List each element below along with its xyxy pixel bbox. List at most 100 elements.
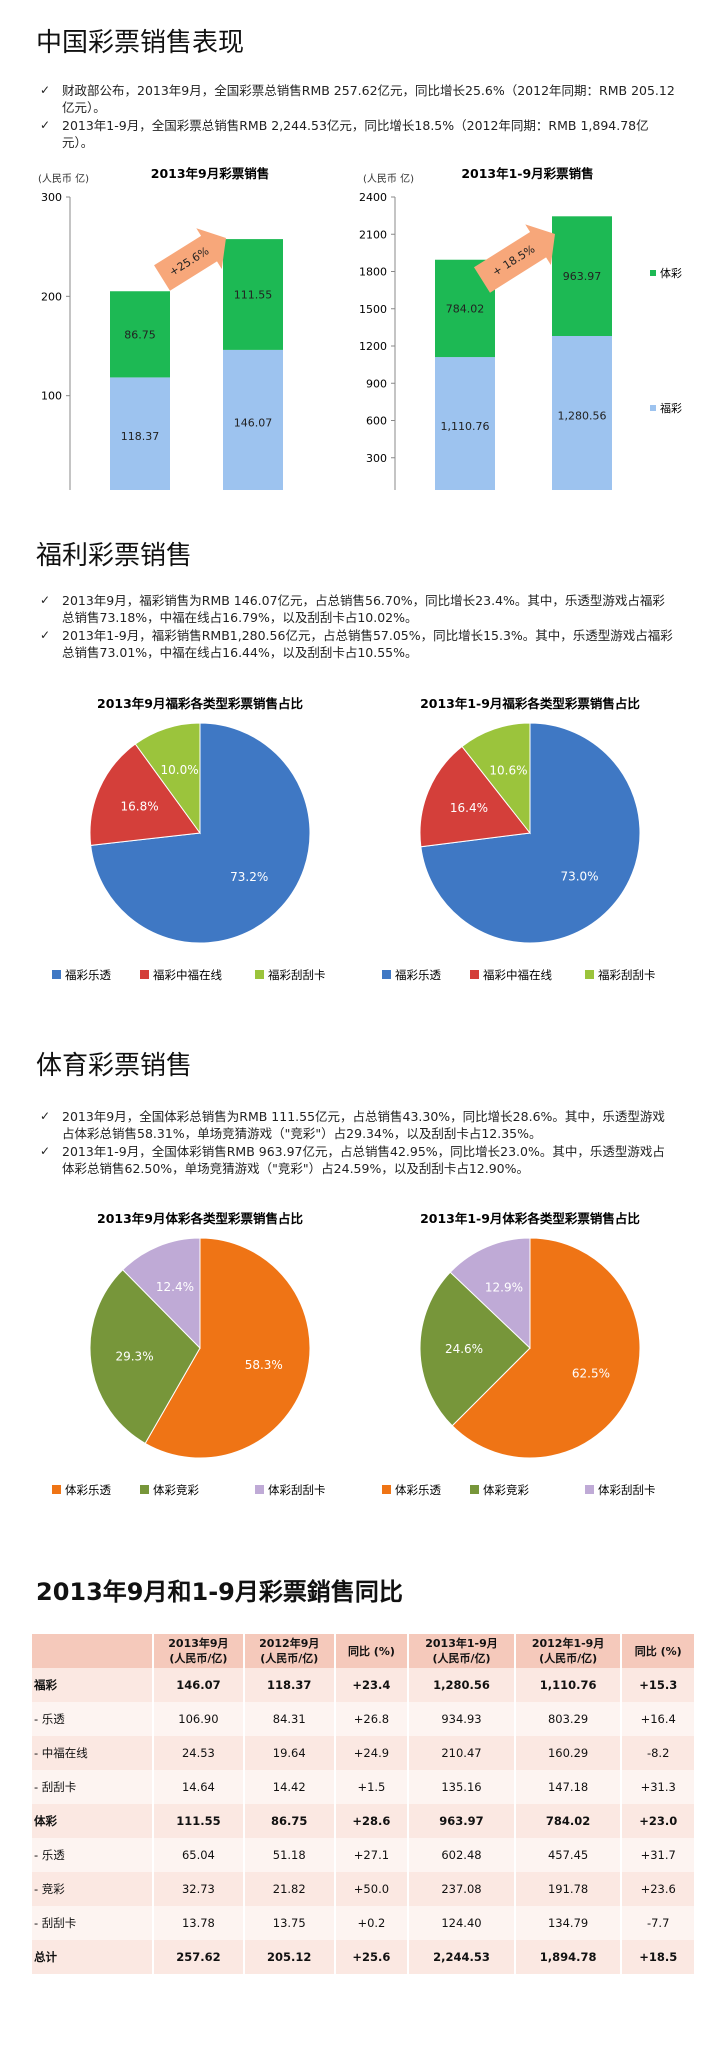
legend-label: 体彩刮刮卡 [598,1483,656,1497]
table-cell: -8.2 [621,1736,696,1770]
table-cell: - 乐透 [32,1702,154,1736]
welfare-bullets: ✓ 2013年9月，福彩销售为RMB 146.07亿元，占总销售56.70%，同比… [36,592,676,662]
table-cell: 65.04 [153,1838,245,1872]
table-cell: 602.48 [408,1838,516,1872]
table-cell: 135.16 [408,1770,516,1804]
bar-segment-fucai [223,349,283,490]
bar-segment-ticai [110,291,170,378]
bullet-item: ✓ 财政部公布，2013年9月，全国彩票总销售RMB 257.62亿元，同比增长2… [36,82,676,116]
y-tick-label: 300 [366,452,387,465]
y-tick-label: 1200 [359,340,387,353]
legend-swatch [52,970,61,979]
checkmark-icon: ✓ [40,118,51,132]
y-tick-label: 900 [366,377,387,390]
table-cell: 146.07 [153,1668,245,1702]
legend-swatch [52,1485,61,1494]
table-header-cell: 同比 (%) [334,1634,410,1668]
pie-data-label: 12.4% [156,1280,194,1294]
bar-data-label: 784.02 [446,302,485,315]
table-cell: 1,110.76 [514,1668,623,1702]
y-tick-label: 2400 [359,191,387,204]
legend-label: 体彩刮刮卡 [268,1483,326,1497]
comparison-table-title: 2013年9月和1-9月彩票銷售同比 [36,1578,403,1606]
table-cell: 13.78 [153,1906,245,1940]
legend-swatch [255,970,264,979]
bar-segment-ticai [552,216,612,336]
table-cell: 1,894.78 [514,1940,623,1974]
table-cell: +24.9 [334,1736,410,1770]
bar-chart-sept: 2013年9月彩票销售(人民币 亿)0100200300118.3786.752… [38,166,283,490]
section-title-lottery-sales: 中国彩票销售表现 [36,28,245,58]
y-axis-unit-label: (人民币 亿) [38,172,89,185]
pie-slice [122,1237,201,1350]
table-cell: 1,280.56 [408,1668,516,1702]
bullet-text: 2013年1-9月，福彩销售RMB1,280.56亿元，占总销售57.05%，同… [62,628,673,660]
legend-label: 体彩乐透 [395,1483,441,1497]
comparison-table: 2013年9月 (人民币/亿) 2012年9月 (人民币/亿) 同比 (%) 2013年1… [32,1634,696,1974]
table-header-row: 2013年9月 (人民币/亿) 2012年9月 (人民币/亿) 同比 (%) 2013年1… [32,1634,696,1668]
growth-arrow-shape [474,224,556,293]
pie-slice [134,722,201,835]
table-cell: 457.45 [514,1838,623,1872]
pie-slice [449,1237,531,1350]
table-cell: 福彩 [32,1668,154,1702]
pie-data-label: 73.2% [230,870,268,884]
table-cell: +50.0 [334,1872,410,1906]
table-cell: 963.97 [408,1804,516,1838]
legend-swatch [470,1485,479,1494]
bullet-text: 财政部公布，2013年9月，全国彩票总销售RMB 257.62亿元，同比增长25… [62,83,675,115]
table-cell: 总计 [32,1940,154,1974]
legend-swatch [585,1485,594,1494]
lottery-bullets: ✓ 财政部公布，2013年9月，全国彩票总销售RMB 257.62亿元，同比增长2… [36,82,676,152]
bullet-text: 2013年9月，福彩销售为RMB 146.07亿元，占总销售56.70%，同比增… [62,593,665,625]
table-cell: +0.2 [334,1906,410,1940]
y-axis-unit-label: (人民币 亿) [363,172,414,185]
table-cell: 134.79 [514,1906,623,1940]
pie-data-label: 24.6% [445,1342,483,1356]
legend-label: 福彩中福在线 [483,968,552,982]
pie-data-label: 10.0% [161,763,199,777]
table-cell: 147.18 [514,1770,623,1804]
checkmark-icon: ✓ [40,593,51,607]
bullet-text: 2013年1-9月，全国体彩销售RMB 963.97亿元，占总销售42.95%，… [62,1144,665,1176]
table-header-cell: 2012年1-9月 (人民币/亿) [514,1634,623,1668]
table-row: - 中福在线 24.53 19.64 +24.9 210.47 160.29 -8.2 [32,1736,696,1770]
pie-data-label: 62.5% [572,1366,610,1380]
pie-data-label: 16.8% [121,799,159,813]
pie-chart-welfare-sept: 2013年9月福彩各类型彩票销售占比 73.2% 16.8% 10.0% 福彩乐透 福彩中… [52,696,326,982]
table-header-cell: 2012年9月 (人民币/亿) [243,1634,336,1668]
legend-swatch [140,1485,149,1494]
bar-data-label: 1,110.76 [441,420,490,433]
bullet-item: ✓ 2013年1-9月，福彩销售RMB1,280.56亿元，占总销售57.05%，… [36,627,676,661]
table-cell: 14.64 [153,1770,245,1804]
table-cell: 84.31 [243,1702,336,1736]
table-cell: - 刮刮卡 [32,1770,154,1804]
table-cell: 86.75 [243,1804,336,1838]
pie-slice [89,1269,201,1445]
legend-label: 体彩竞彩 [153,1483,199,1497]
legend-swatch [255,1485,264,1494]
bar-data-label: 963.97 [563,270,602,283]
pie-chart-sports-sept: 2013年9月体彩各类型彩票销售占比 58.3% 29.3% 12.4% 体彩乐透 体彩竞… [52,1211,326,1497]
pie-slice [451,1237,641,1459]
legend-swatch [650,270,656,276]
table-cell: +1.5 [334,1770,410,1804]
checkmark-icon: ✓ [40,83,51,97]
checkmark-icon: ✓ [40,1109,51,1123]
legend-label: 福彩 [660,401,682,415]
chart-title: 2013年9月福彩各类型彩票销售占比 [97,696,303,711]
bar-data-label: 111.55 [234,289,273,302]
legend-swatch [140,970,149,979]
table-cell: 19.64 [243,1736,336,1770]
pie-data-label: 10.6% [489,764,527,778]
legend-swatch [382,1485,391,1494]
table-cell: 51.18 [243,1838,336,1872]
table-cell: 2,244.53 [408,1940,516,1974]
chart-title: 2013年9月体彩各类型彩票销售占比 [97,1211,303,1226]
bar-segment-fucai [552,335,612,490]
pie-data-label: 73.0% [560,870,598,884]
pie-data-label: 16.4% [450,801,488,815]
table-cell: 106.90 [153,1702,245,1736]
pie-slice [419,745,531,848]
table-cell: +16.4 [621,1702,696,1736]
